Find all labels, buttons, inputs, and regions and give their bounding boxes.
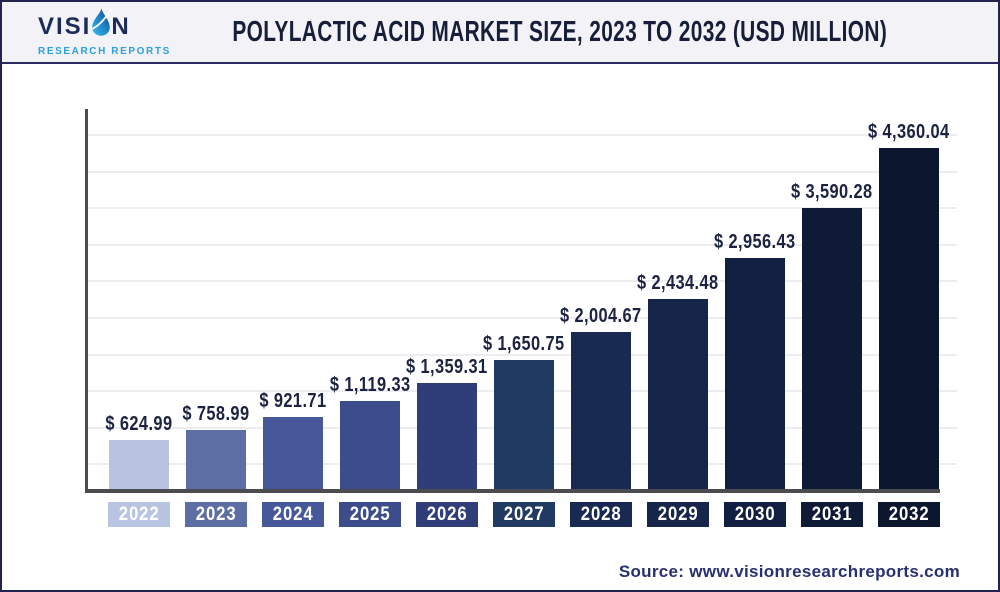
bar-2025 — [340, 401, 400, 489]
logo-text-left: VISI — [38, 13, 92, 40]
bar-2026 — [417, 383, 477, 489]
x-axis-label-2023: 2023 — [185, 502, 247, 527]
gridline — [87, 171, 957, 173]
value-label-2029: $ 2,434.48 — [637, 272, 719, 294]
value-label-2031: $ 3,590.28 — [791, 181, 873, 203]
value-label-2023: $ 758.99 — [182, 403, 250, 425]
x-axis-label-2031: 2031 — [801, 502, 863, 527]
page-title: POLYLACTIC ACID MARKET SIZE, 2023 TO 203… — [232, 15, 888, 48]
bar-2028 — [571, 332, 631, 489]
value-label-2030: $ 2,956.43 — [714, 231, 796, 253]
x-axis-label-2022: 2022 — [108, 502, 170, 527]
logo-subtitle: RESEARCH REPORTS — [38, 46, 171, 57]
header: VISI N — [2, 2, 998, 64]
x-axis-label-2028: 2028 — [570, 502, 632, 527]
gridline — [87, 207, 957, 209]
bar-2023 — [186, 430, 246, 489]
x-axis-line — [85, 489, 940, 493]
logo-wordmark: VISI N — [38, 7, 198, 45]
logo-text-right: N — [111, 13, 131, 40]
gridline — [87, 280, 957, 282]
x-axis-label-2027: 2027 — [493, 502, 555, 527]
x-axis-label-2030: 2030 — [724, 502, 786, 527]
bar-2027 — [494, 360, 554, 489]
value-label-2025: $ 1,119.33 — [329, 374, 411, 396]
x-axis-label-2026: 2026 — [416, 502, 478, 527]
gridline — [87, 317, 957, 319]
bar-2024 — [263, 417, 323, 489]
value-label-2022: $ 624.99 — [105, 413, 173, 435]
y-axis-line — [85, 109, 88, 492]
value-label-2026: $ 1,359.31 — [406, 356, 488, 378]
x-axis-label-2032: 2032 — [878, 502, 940, 527]
x-axis-label-2029: 2029 — [647, 502, 709, 527]
value-label-2027: $ 1,650.75 — [483, 333, 565, 355]
bar-2029 — [648, 299, 708, 489]
value-label-2028: $ 2,004.67 — [560, 305, 642, 327]
bar-2031 — [802, 208, 862, 489]
gridline — [87, 244, 957, 246]
x-axis-label-2025: 2025 — [339, 502, 401, 527]
water-drop-icon — [90, 7, 113, 43]
brand-logo: VISI N — [38, 7, 198, 57]
bar-2022 — [109, 440, 169, 489]
gridline — [87, 354, 957, 356]
bar-2032 — [879, 148, 939, 489]
value-label-2024: $ 921.71 — [259, 390, 327, 412]
gridline — [87, 134, 957, 136]
source-note: Source: www.visionresearchreports.com — [618, 562, 960, 581]
value-label-2032: $ 4,360.04 — [868, 121, 950, 143]
x-axis-label-2024: 2024 — [262, 502, 324, 527]
bar-2030 — [725, 258, 785, 489]
